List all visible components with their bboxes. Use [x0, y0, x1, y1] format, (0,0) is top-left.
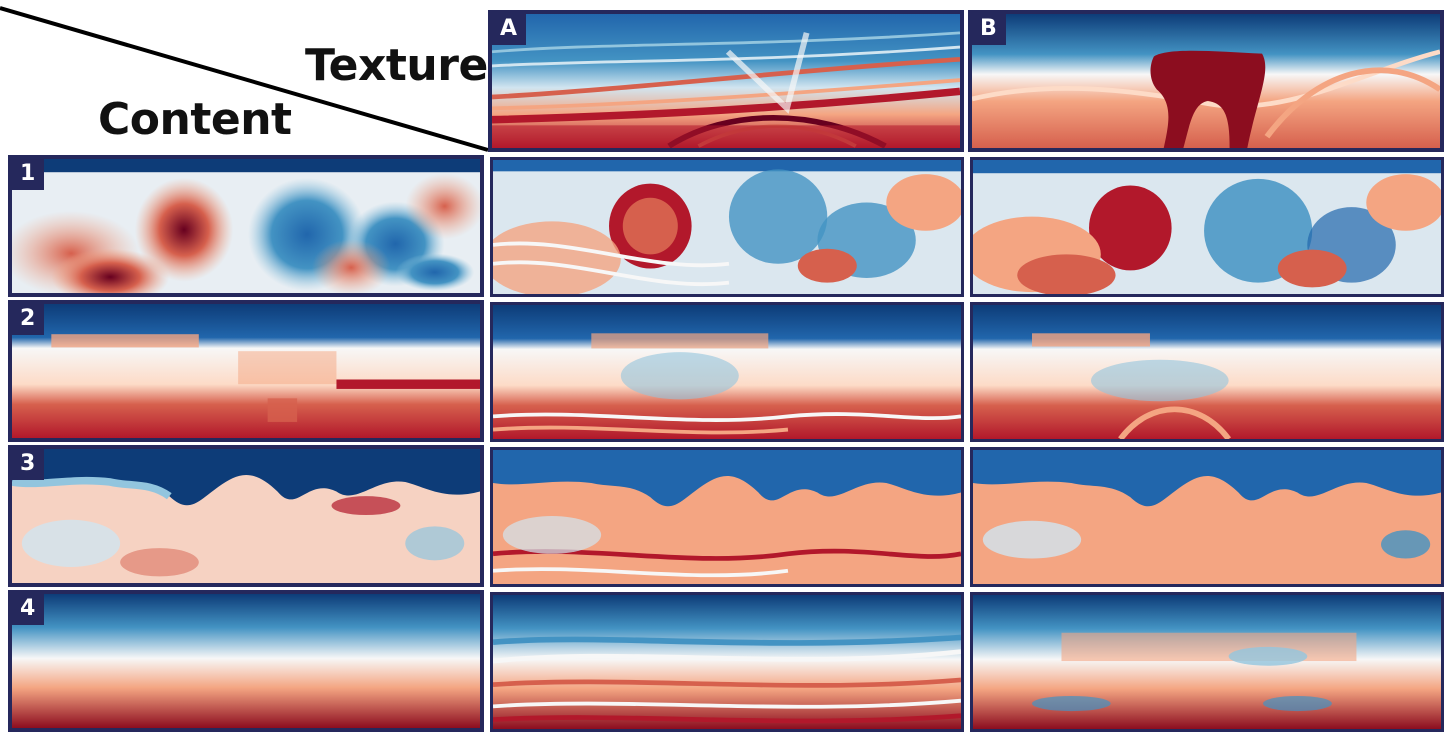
texture-panel-a: A: [488, 10, 964, 152]
result-panel-4a: [490, 592, 964, 732]
texture-header: Texture: [305, 40, 488, 91]
result-panel-3b: [970, 447, 1444, 587]
result-panel-3a: [490, 447, 964, 587]
result-panel-2b: [970, 302, 1444, 442]
result-panel-1a: [490, 157, 964, 297]
texture-label-b: B: [972, 14, 1006, 45]
texture-panel-b: B: [968, 10, 1444, 152]
content-panel-3: 3: [8, 445, 484, 587]
content-panel-2: 2: [8, 300, 484, 442]
result-panel-2a: [490, 302, 964, 442]
content-panel-4: 4: [8, 590, 484, 732]
content-label-2: 2: [12, 304, 45, 335]
content-label-4: 4: [12, 594, 45, 625]
content-panel-1: 1: [8, 155, 484, 297]
content-header: Content: [98, 94, 292, 145]
content-label-1: 1: [12, 159, 45, 190]
result-panel-1b: [970, 157, 1444, 297]
content-label-3: 3: [12, 449, 45, 480]
result-panel-4b: [970, 592, 1444, 732]
texture-label-a: A: [492, 14, 527, 45]
diagonal-divider: [0, 6, 489, 152]
